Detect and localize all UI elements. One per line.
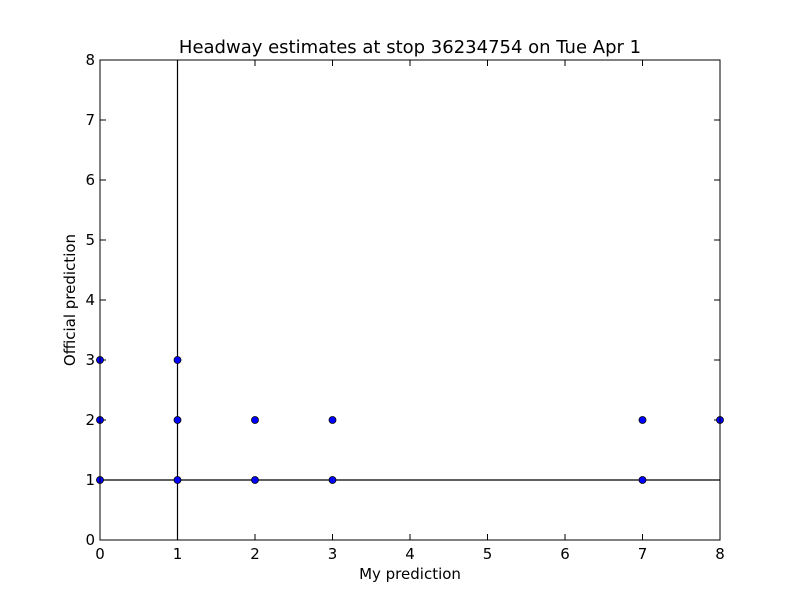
y-tick-label: 1 [85, 471, 95, 489]
y-tick-label: 0 [85, 531, 95, 549]
x-tick-label: 2 [250, 545, 260, 563]
y-tick-label: 8 [85, 51, 95, 69]
data-point [638, 476, 647, 484]
x-tick-label: 1 [173, 545, 183, 563]
data-point [638, 416, 647, 424]
x-tick-label: 0 [95, 545, 105, 563]
data-point [173, 356, 182, 364]
x-tick-label: 3 [328, 545, 338, 563]
x-tick-label: 8 [715, 545, 725, 563]
chart-title: Headway estimates at stop 36234754 on Tu… [179, 37, 641, 58]
y-tick-label: 4 [85, 291, 95, 309]
data-point [251, 416, 259, 424]
y-tick-label: 2 [85, 411, 95, 429]
x-axis-label: My prediction [359, 565, 461, 583]
x-tick-label: 4 [405, 545, 415, 563]
x-tick-label: 7 [638, 545, 648, 563]
data-point [328, 476, 337, 484]
plot-area: 0 1 2 3 4 5 6 7 8 0 1 2 3 4 5 6 7 8 [85, 51, 724, 563]
x-tick-label: 5 [483, 545, 493, 563]
data-point [173, 476, 182, 484]
data-point [328, 416, 337, 424]
x-tick-label: 6 [560, 545, 570, 563]
y-tick-label: 3 [85, 351, 95, 369]
data-point [251, 476, 259, 484]
y-tick-label: 7 [85, 111, 95, 129]
plot-frame [99, 59, 721, 541]
y-tick-label: 5 [85, 231, 95, 249]
y-axis-label: Official prediction [61, 234, 79, 366]
y-tick-label: 6 [85, 171, 95, 189]
data-point [173, 416, 182, 424]
